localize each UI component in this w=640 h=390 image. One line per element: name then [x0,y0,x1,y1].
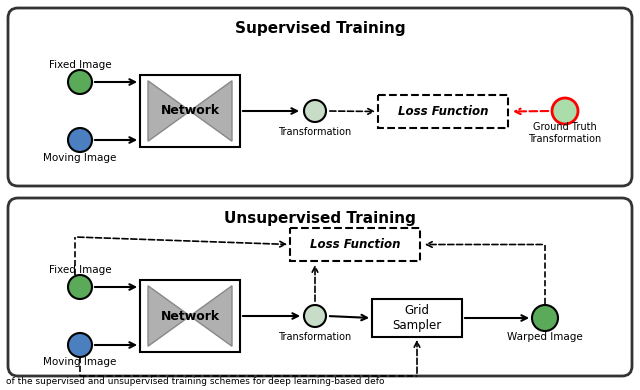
Text: Transformation: Transformation [278,332,351,342]
Bar [140,280,240,352]
FancyBboxPatch shape [8,198,632,376]
Text: Warped Image: Warped Image [507,332,583,342]
Polygon shape [148,286,190,346]
Bar [290,228,420,261]
Text: Supervised Training: Supervised Training [235,21,405,35]
FancyBboxPatch shape [8,8,632,186]
Text: Moving Image: Moving Image [44,357,116,367]
Circle shape [68,333,92,357]
Text: Ground Truth
Transformation: Ground Truth Transformation [529,122,602,144]
Circle shape [68,275,92,299]
Text: of the supervised and unsupervised training schemes for deep learning-based defo: of the supervised and unsupervised train… [6,377,385,386]
Circle shape [68,70,92,94]
Circle shape [304,305,326,327]
Text: Transformation: Transformation [278,127,351,137]
Bar [372,299,462,337]
Polygon shape [190,286,232,346]
Bar [378,95,508,128]
Text: Network: Network [161,105,220,117]
Text: Moving Image: Moving Image [44,153,116,163]
Polygon shape [148,81,190,141]
Text: Loss Function: Loss Function [310,238,400,251]
Text: Unsupervised Training: Unsupervised Training [224,211,416,225]
Text: Grid
Sampler: Grid Sampler [392,304,442,332]
Circle shape [68,128,92,152]
Text: Loss Function: Loss Function [397,105,488,118]
Circle shape [532,305,558,331]
Text: Fixed Image: Fixed Image [49,265,111,275]
Text: Network: Network [161,310,220,323]
Bar [140,75,240,147]
Circle shape [552,98,578,124]
Polygon shape [190,81,232,141]
Text: Fixed Image: Fixed Image [49,60,111,70]
Circle shape [304,100,326,122]
